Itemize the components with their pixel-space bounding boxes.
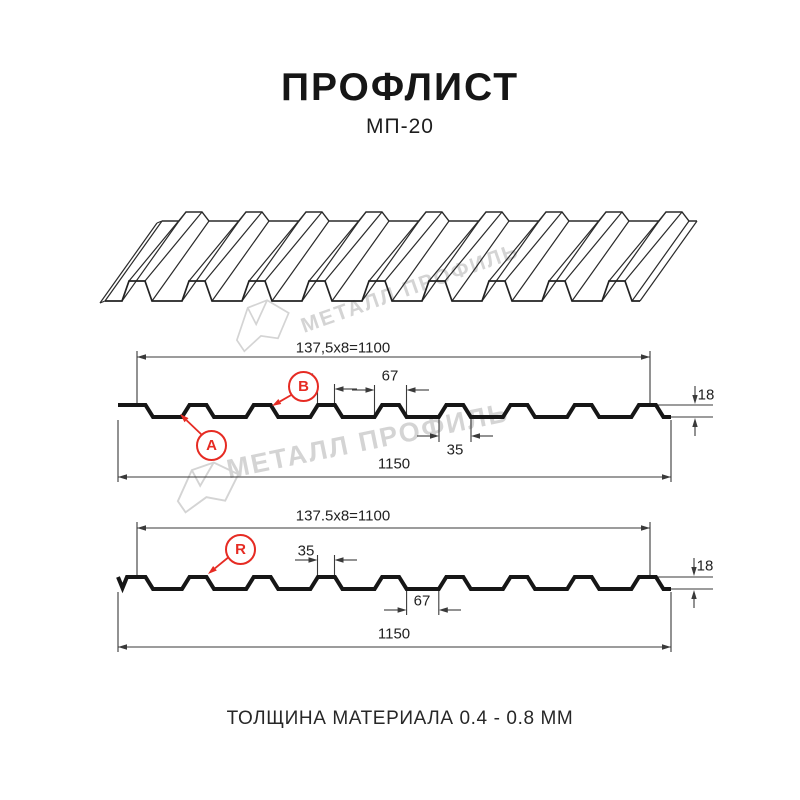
metal-profil-logo-watermark — [176, 461, 240, 514]
dim-rib-top-width-bottom: 35 — [446, 441, 464, 459]
profile-3d-drawing — [99, 211, 698, 304]
metal-profil-logo-watermark — [235, 299, 290, 353]
profile-cross-section-bottom — [116, 522, 713, 652]
profile-model-name: МП-20 — [366, 115, 434, 138]
dim-profile-height-2: 18 — [696, 557, 714, 575]
dim-overall-width: 1150 — [377, 455, 411, 473]
dim-rib-base-width: 67 — [381, 367, 399, 385]
profile-cross-section-top — [117, 351, 713, 482]
dim-overall-width-2: 1150 — [377, 625, 411, 643]
callout-b: B — [288, 371, 319, 402]
material-thickness-caption: ТОЛЩИНА МАТЕРИАЛА 0.4 - 0.8 ММ — [226, 708, 574, 729]
dim-coverage-width-bottom-diagram: 137.5x8=1100 — [295, 507, 391, 525]
dim-rib-top-width-2: 35 — [297, 542, 315, 560]
callout-a: A — [196, 430, 227, 461]
dim-profile-height: 18 — [697, 386, 715, 404]
page-title: ПРОФЛИСТ — [280, 66, 520, 109]
dim-coverage-width-top: 137,5x8=1100 — [295, 339, 391, 357]
dim-valley-width: 67 — [413, 592, 431, 610]
callout-r: R — [225, 534, 256, 565]
